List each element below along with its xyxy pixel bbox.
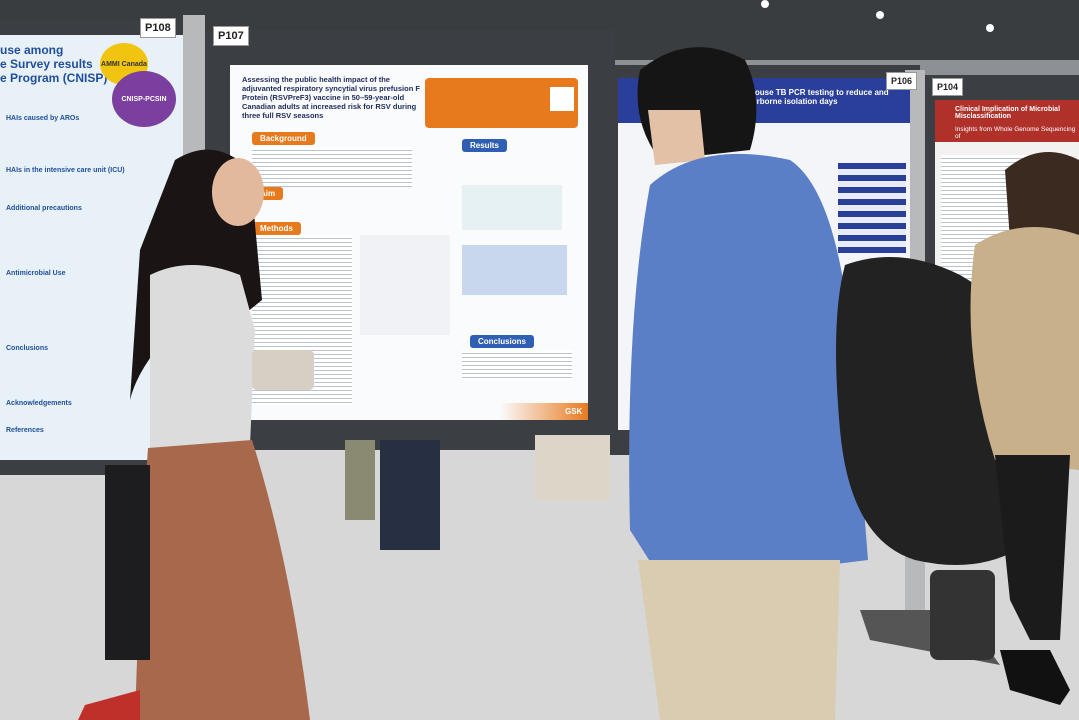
section-heading: HAIs in the intensive care unit (ICU)	[6, 167, 125, 174]
header-band	[935, 100, 1079, 142]
face	[212, 158, 264, 226]
table-figure	[462, 245, 567, 295]
section-heading: Background	[252, 132, 315, 145]
title-line: e Survey results	[0, 57, 93, 71]
pants	[638, 560, 840, 720]
face	[648, 110, 705, 165]
section-heading: HAIs caused by AROs	[6, 115, 80, 122]
skirt	[135, 440, 310, 720]
ceiling-light	[876, 11, 884, 19]
text-block	[252, 147, 412, 187]
section-heading: Conclusions	[470, 335, 535, 348]
model-figure	[360, 235, 450, 335]
phone	[252, 350, 314, 390]
qr-code	[550, 87, 574, 111]
bag	[78, 690, 140, 720]
jacket	[629, 153, 868, 585]
section-heading: Antimicrobial Use	[6, 270, 66, 277]
shirt	[150, 265, 255, 450]
background-legs	[380, 440, 440, 550]
text-block	[462, 350, 572, 380]
poster-title: Assessing the public health impact of th…	[242, 75, 420, 120]
poster-number: P107	[213, 26, 249, 46]
poster-number: P106	[886, 72, 918, 90]
background-skirt	[535, 435, 610, 500]
section-heading: Results	[462, 139, 507, 152]
section-heading: Conclusions	[6, 345, 49, 352]
section-heading: References	[6, 427, 44, 434]
background-legs	[345, 440, 375, 520]
poster-title: house TB PCR testing to reduce and airbo…	[750, 88, 889, 106]
shoe	[1000, 650, 1070, 705]
section-heading: Acknowledgements	[6, 400, 72, 407]
bag	[930, 570, 995, 660]
ceiling-light	[761, 0, 769, 8]
poster-title: use among e Survey results e Program (CN…	[0, 43, 107, 85]
person-background	[105, 465, 150, 660]
title-line: use among	[0, 43, 64, 57]
poster-title: Clinical Implication of Microbial Miscla…	[955, 106, 1061, 120]
footer-band	[500, 403, 588, 420]
pants	[995, 455, 1070, 640]
logo: CNISP-PCSIN	[112, 71, 176, 127]
poster-subtitle: Insights from Whole Genome Sequencing of	[955, 126, 1076, 140]
bar-figure	[462, 185, 562, 230]
vest	[970, 227, 1079, 470]
hair	[1005, 152, 1079, 250]
title-line: e Program (CNISP)	[0, 71, 108, 85]
brand: GSK	[565, 407, 583, 416]
poster-number: P108	[140, 18, 176, 38]
section-heading: Additional precautions	[6, 205, 82, 212]
table-figure	[838, 163, 906, 253]
poster-number: P104	[932, 78, 964, 96]
section-heading: Methods	[252, 222, 301, 235]
ceiling-light	[986, 24, 994, 32]
